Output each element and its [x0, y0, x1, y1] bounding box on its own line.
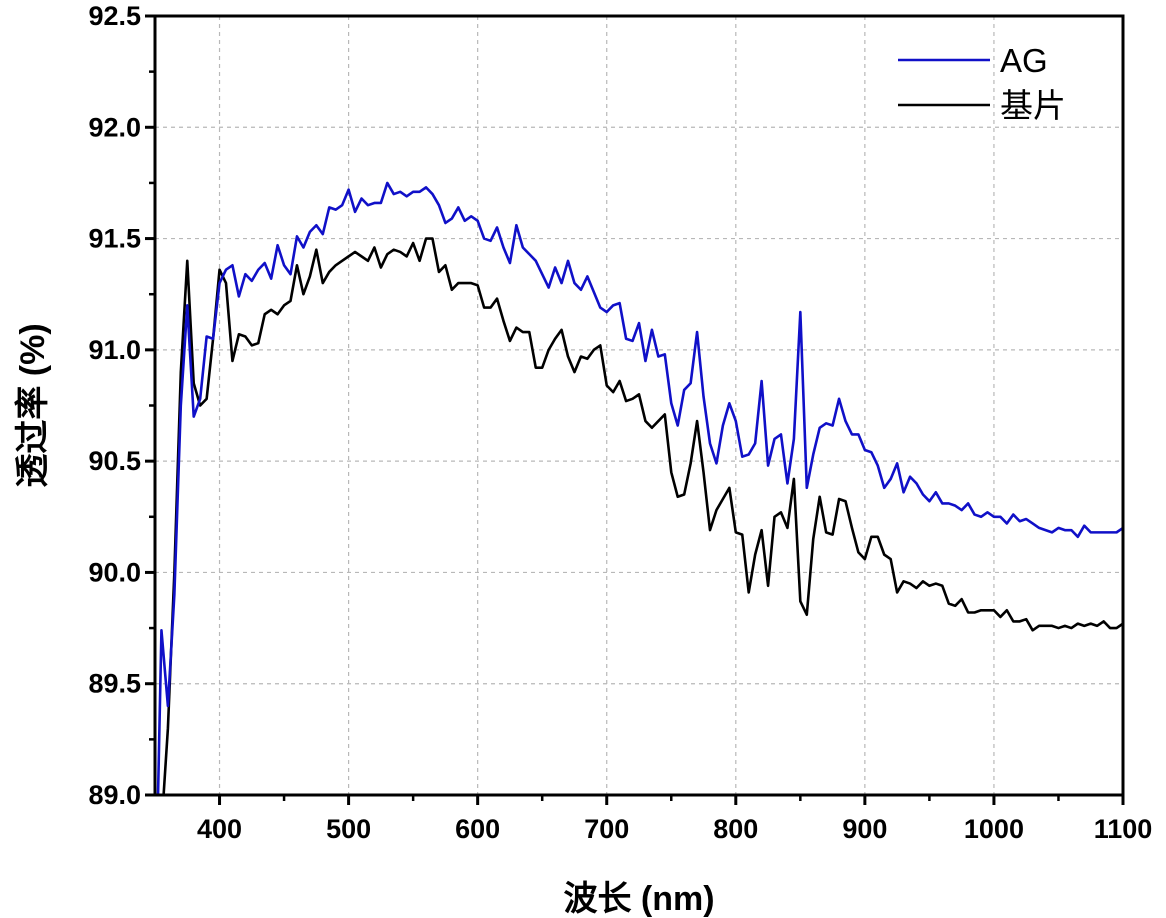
y-axis-title: 透过率 (%) — [14, 323, 52, 487]
x-tick-label: 600 — [455, 814, 500, 844]
y-tick-label: 92.5 — [88, 1, 141, 31]
y-tick-label: 91.5 — [88, 224, 141, 254]
legend: AG 基片 — [898, 42, 1066, 124]
series-lines — [156, 181, 1123, 795]
x-tick-label: 1100 — [1094, 814, 1153, 844]
axes: 400 500 600 700 800 900 1000 1100 89.0 89.5 90.0 90… — [88, 1, 1152, 844]
legend-label-0: AG — [1000, 42, 1048, 79]
grid-lines — [155, 16, 1123, 795]
plot-frame — [153, 14, 1125, 797]
x-axis-title: 波长 (nm) — [563, 880, 714, 918]
x-tick-label: 500 — [326, 814, 371, 844]
series-line-0 — [156, 181, 1123, 795]
x-tick-label: 900 — [842, 814, 887, 844]
legend-label-1: 基片 — [1000, 87, 1066, 124]
y-tick-label: 89.5 — [88, 669, 141, 699]
x-tick-label: 400 — [197, 814, 242, 844]
y-tick-label: 90.5 — [88, 446, 141, 476]
x-tick-label: 800 — [713, 814, 758, 844]
y-tick-label: 90.0 — [88, 557, 141, 587]
y-tick-label: 89.0 — [88, 780, 141, 810]
y-tick-label: 91.0 — [88, 335, 141, 365]
x-tick-label: 700 — [584, 814, 629, 844]
series-line-1 — [162, 237, 1123, 795]
x-tick-label: 1000 — [964, 814, 1024, 844]
y-tick-label: 92.0 — [88, 112, 141, 142]
